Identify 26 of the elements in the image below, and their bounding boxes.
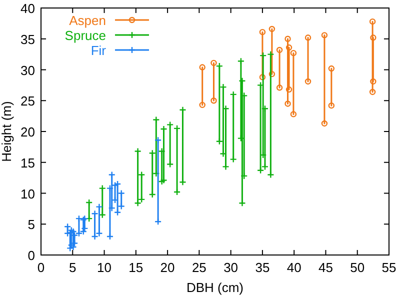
- y-tick-label: 0: [28, 248, 35, 263]
- x-tick-label: 40: [286, 260, 302, 275]
- y-tick-label: 25: [20, 94, 35, 109]
- y-tick-label: 35: [20, 32, 35, 47]
- x-axis-title: DBH (cm): [186, 280, 244, 295]
- x-tick-label: 55: [382, 260, 396, 275]
- x-tick-label: 10: [97, 260, 112, 275]
- y-axis-title: Height (m): [0, 101, 14, 162]
- y-tick-label: 30: [20, 62, 35, 78]
- x-tick-label: 25: [192, 260, 206, 275]
- x-tick-label: 15: [128, 260, 144, 275]
- x-tick-label: 5: [69, 260, 76, 275]
- y-tick-label: 40: [20, 1, 35, 16]
- x-tick-label: 30: [224, 260, 238, 275]
- legend-label: Fir: [90, 43, 107, 58]
- x-tick-label: 0: [37, 260, 45, 275]
- y-tick-label: 15: [20, 155, 35, 170]
- legend-label: Spruce: [64, 28, 106, 43]
- legend-label: Aspen: [69, 13, 106, 28]
- x-tick-label: 45: [318, 260, 333, 275]
- x-tick-label: 20: [160, 260, 175, 275]
- x-tick-label: 35: [255, 260, 270, 275]
- y-tick-label: 10: [20, 186, 35, 202]
- y-tick-label: 5: [28, 217, 35, 232]
- y-tick-label: 20: [20, 124, 35, 140]
- x-tick-label: 50: [350, 260, 365, 275]
